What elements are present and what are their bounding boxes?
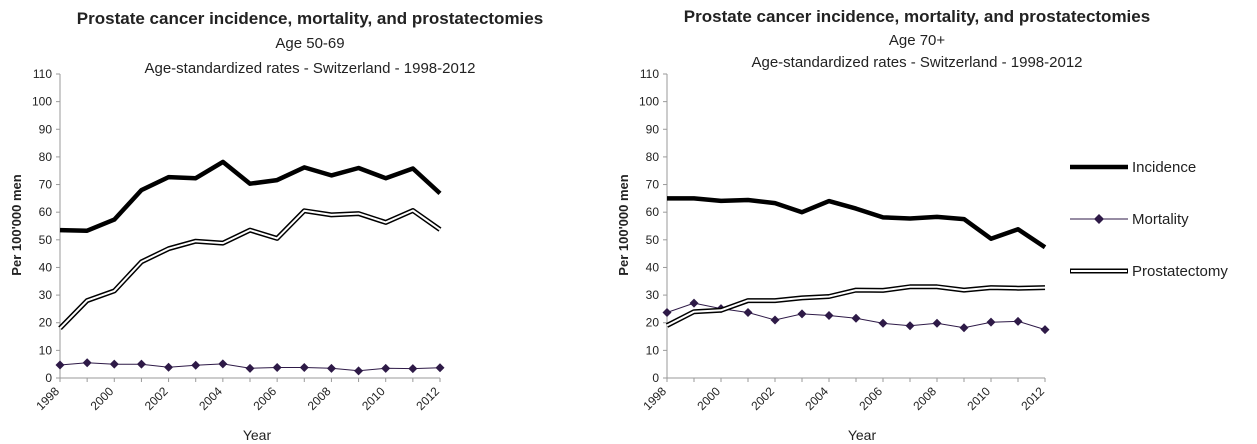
y-tick-label: 0 <box>652 371 659 385</box>
y-tick-label: 70 <box>39 178 53 192</box>
legend-label-mortality: Mortality <box>1132 211 1189 228</box>
data-point-mortality <box>824 311 834 321</box>
series-line-mortality <box>666 302 1046 331</box>
series-line-prostatectomy-outer <box>665 284 1046 328</box>
chart-subtitle-age: Age 70+ <box>889 32 946 49</box>
x-tick-label: 2008 <box>305 384 334 413</box>
data-point-mortality <box>326 363 336 373</box>
data-point-mortality <box>959 323 969 333</box>
data-point-mortality <box>191 360 201 370</box>
chart-subtitle-description: Age-standardized rates - Switzerland - 1… <box>751 54 1082 71</box>
legend: Incidence Mortality Prostatectomy <box>1070 159 1228 280</box>
data-point-mortality <box>109 359 119 369</box>
data-point-mortality <box>55 360 65 370</box>
y-tick-label: 110 <box>33 67 52 81</box>
x-tick-label: 2012 <box>1018 384 1047 413</box>
y-tick-label: 20 <box>646 316 660 330</box>
series-line-prostatectomy-outer <box>58 208 442 331</box>
data-point-mortality <box>1040 325 1050 335</box>
y-tick-label: 110 <box>640 67 659 81</box>
data-point-mortality <box>299 362 309 372</box>
data-point-mortality <box>354 366 364 376</box>
x-tick-label: 1998 <box>640 384 669 413</box>
x-tick-label: 1998 <box>33 384 62 413</box>
data-point-mortality <box>986 317 996 327</box>
y-tick-label: 30 <box>646 288 660 302</box>
x-tick-label: 2004 <box>802 384 831 413</box>
y-tick-label: 90 <box>646 122 660 136</box>
series-line-incidence <box>667 196 1047 250</box>
legend-label-prostatectomy: Prostatectomy <box>1132 263 1228 280</box>
x-tick-label: 2006 <box>250 384 279 413</box>
series-line-prostatectomy-inner <box>59 209 441 329</box>
data-point-mortality <box>770 315 780 325</box>
y-axis-label: Per 100'000 men <box>9 174 24 275</box>
x-tick-label: 2002 <box>748 384 777 413</box>
data-point-mortality <box>136 359 146 369</box>
chart-title: Prostate cancer incidence, mortality, an… <box>684 7 1150 26</box>
y-tick-label: 80 <box>646 150 660 164</box>
legend-label-incidence: Incidence <box>1132 159 1196 176</box>
x-tick-label: 2000 <box>694 384 723 413</box>
y-tick-label: 70 <box>646 178 660 192</box>
data-point-mortality <box>716 304 726 314</box>
chart-subtitle-description: Age-standardized rates - Switzerland - 1… <box>144 60 475 77</box>
y-tick-label: 100 <box>639 95 659 109</box>
chart-title: Prostate cancer incidence, mortality, an… <box>77 9 543 28</box>
y-tick-label: 60 <box>646 205 660 219</box>
y-tick-label: 90 <box>39 122 53 136</box>
y-tick-label: 100 <box>32 95 52 109</box>
y-tick-label: 50 <box>646 233 660 247</box>
x-tick-label: 2000 <box>88 384 117 413</box>
series-line-prostatectomy-inner <box>666 285 1046 327</box>
x-tick-label: 2010 <box>964 384 993 413</box>
y-tick-label: 10 <box>39 343 53 357</box>
chart-subtitle-age: Age 50-69 <box>275 35 344 52</box>
data-point-mortality <box>381 363 391 373</box>
y-tick-label: 30 <box>39 288 53 302</box>
y-tick-label: 80 <box>39 150 53 164</box>
y-tick-label: 60 <box>39 205 53 219</box>
data-point-mortality <box>743 308 753 318</box>
x-tick-label: 2012 <box>413 384 442 413</box>
data-point-mortality <box>1013 316 1023 326</box>
y-tick-label: 50 <box>39 233 53 247</box>
series-line-incidence <box>59 159 442 233</box>
data-point-mortality <box>905 321 915 331</box>
legend-diamond-icon <box>1094 214 1104 224</box>
y-tick-label: 10 <box>646 343 660 357</box>
data-point-mortality <box>932 318 942 328</box>
y-tick-label: 40 <box>39 260 53 274</box>
data-point-mortality <box>851 313 861 323</box>
y-tick-label: 0 <box>45 371 52 385</box>
x-tick-label: 2008 <box>910 384 939 413</box>
y-tick-label: 40 <box>646 260 660 274</box>
data-point-mortality <box>689 298 699 308</box>
x-axis-label: Year <box>243 427 272 443</box>
data-point-mortality <box>408 364 418 374</box>
data-point-mortality <box>272 362 282 372</box>
x-tick-label: 2006 <box>856 384 885 413</box>
data-point-mortality <box>662 308 672 318</box>
chart-age-50-69: Prostate cancer incidence, mortality, an… <box>9 9 543 443</box>
x-tick-label: 2010 <box>359 384 388 413</box>
data-point-mortality <box>245 363 255 373</box>
data-point-mortality <box>82 358 92 368</box>
x-tick-label: 2002 <box>142 384 171 413</box>
data-point-mortality <box>164 362 174 372</box>
data-point-mortality <box>797 309 807 319</box>
data-point-mortality <box>218 359 228 369</box>
data-point-mortality <box>878 318 888 328</box>
x-axis-label: Year <box>848 427 877 443</box>
data-point-mortality <box>435 363 445 373</box>
x-tick-label: 2004 <box>196 384 225 413</box>
y-tick-label: 20 <box>39 316 53 330</box>
